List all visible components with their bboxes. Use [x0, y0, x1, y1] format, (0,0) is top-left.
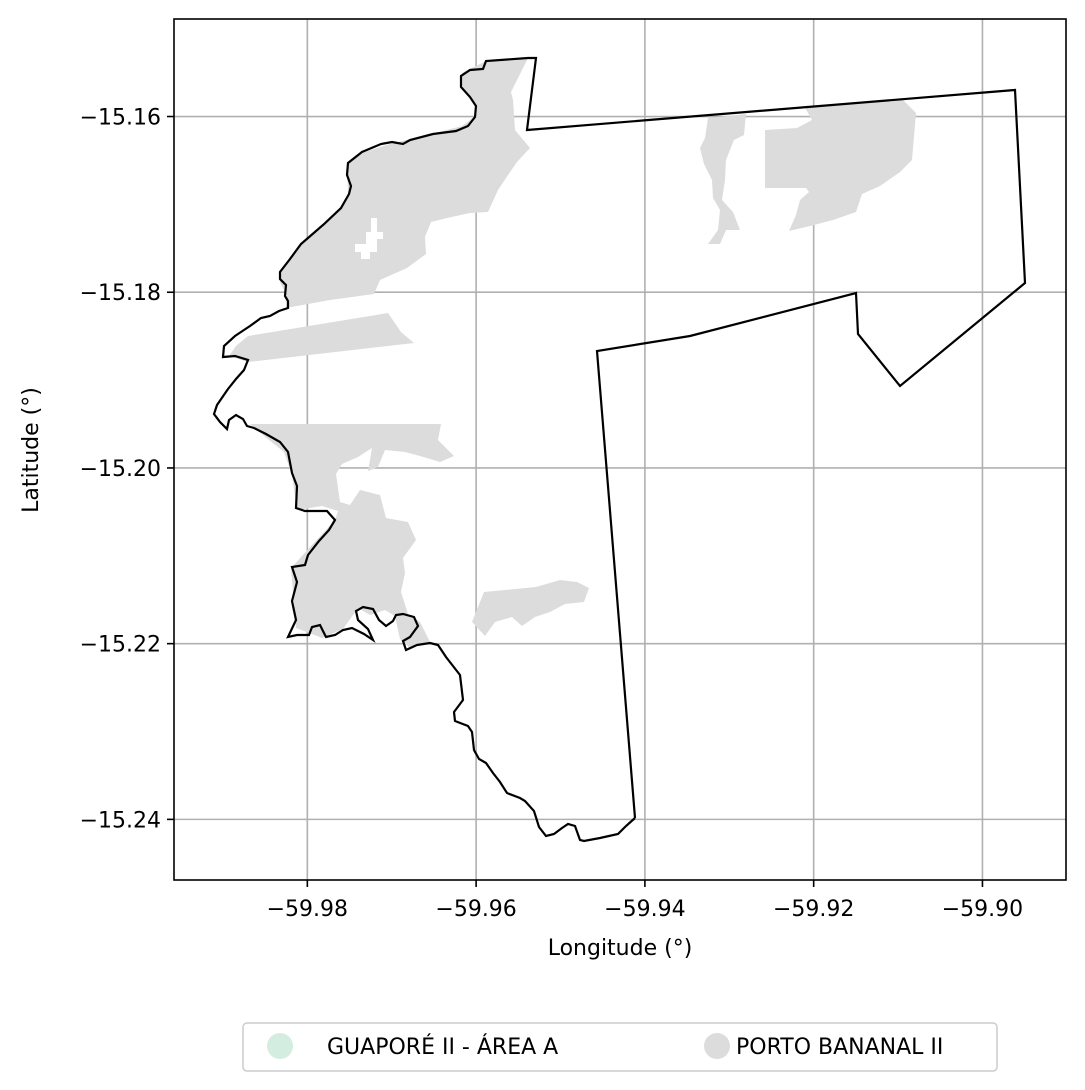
axis-ticks: −59.98 −59.96 −59.94 −59.92 −59.90 −15.16 −15.… — [80, 106, 1024, 922]
legend-marker-porto-bananal-ii — [704, 1033, 730, 1059]
x-tick-label: −59.94 — [604, 897, 685, 922]
legend: GUAPORÉ II - ÁREA A PORTO BANANAL II — [242, 1022, 998, 1072]
porto-bananal-ii-areas — [229, 58, 916, 648]
y-tick-label: −15.20 — [80, 457, 161, 482]
axes-frame — [173, 18, 1067, 881]
porto-bananal-area-northeast-right — [765, 100, 916, 231]
y-tick-label: −15.22 — [80, 633, 161, 658]
y-axis-label: Latitude (°) — [19, 387, 44, 513]
boundary-west-shoreline — [212, 56, 636, 843]
porto-bananal-area-northeast-left — [700, 114, 746, 244]
porto-bananal-area-southwest — [250, 424, 454, 648]
porto-bananal-area-central-patch — [472, 580, 589, 636]
boundary-east-polygon — [525, 56, 1027, 819]
legend-marker-guapore-ii-area-a — [267, 1033, 293, 1059]
porto-bananal-area-north — [280, 58, 530, 308]
x-tick-label: −59.98 — [267, 897, 348, 922]
legend-label-porto-bananal-ii: PORTO BANANAL II — [736, 1035, 943, 1060]
x-tick-label: −59.92 — [773, 897, 854, 922]
legend-box — [242, 1022, 998, 1072]
boundary-outline — [212, 56, 1027, 843]
porto-bananal-hole-1 — [355, 218, 383, 259]
y-tick-label: −15.18 — [80, 281, 161, 306]
legend-label-guapore-ii-area-a: GUAPORÉ II - ÁREA A — [327, 1034, 558, 1060]
x-tick-label: −59.90 — [942, 897, 1023, 922]
x-axis-label: Longitude (°) — [548, 936, 693, 961]
y-tick-label: −15.24 — [80, 808, 161, 833]
porto-bananal-area-stripe — [229, 313, 414, 362]
x-tick-label: −59.96 — [435, 897, 516, 922]
y-tick-label: −15.16 — [80, 106, 161, 131]
